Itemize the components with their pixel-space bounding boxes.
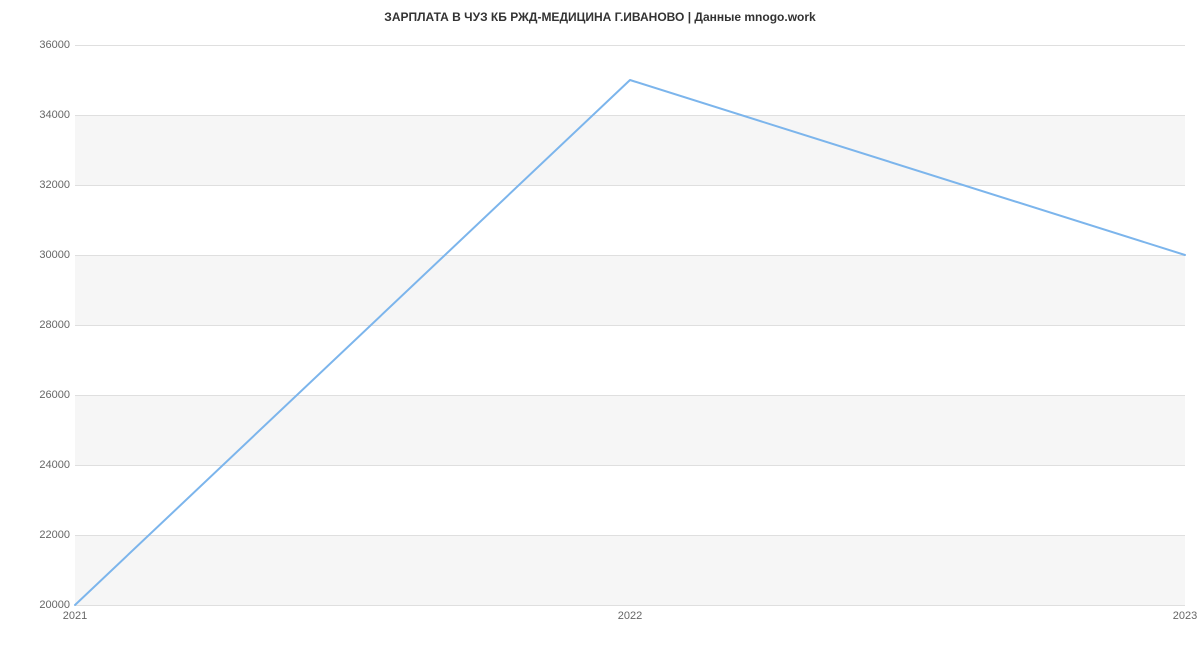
y-tick-label: 26000 [10,389,70,401]
chart-title: ЗАРПЛАТА В ЧУЗ КБ РЖД-МЕДИЦИНА Г.ИВАНОВО… [0,10,1200,24]
x-tick-label: 2022 [618,610,642,622]
y-tick-label: 24000 [10,459,70,471]
line-series [75,45,1185,604]
grid-line [75,605,1185,606]
y-tick-label: 20000 [10,599,70,611]
y-tick-label: 30000 [10,249,70,261]
plot-area [75,45,1185,605]
x-tick-label: 2021 [63,610,87,622]
series-path [75,80,1185,605]
y-tick-label: 36000 [10,39,70,51]
y-tick-label: 32000 [10,179,70,191]
y-tick-label: 28000 [10,319,70,331]
x-tick-label: 2023 [1173,610,1197,622]
y-tick-label: 22000 [10,529,70,541]
y-tick-label: 34000 [10,109,70,121]
